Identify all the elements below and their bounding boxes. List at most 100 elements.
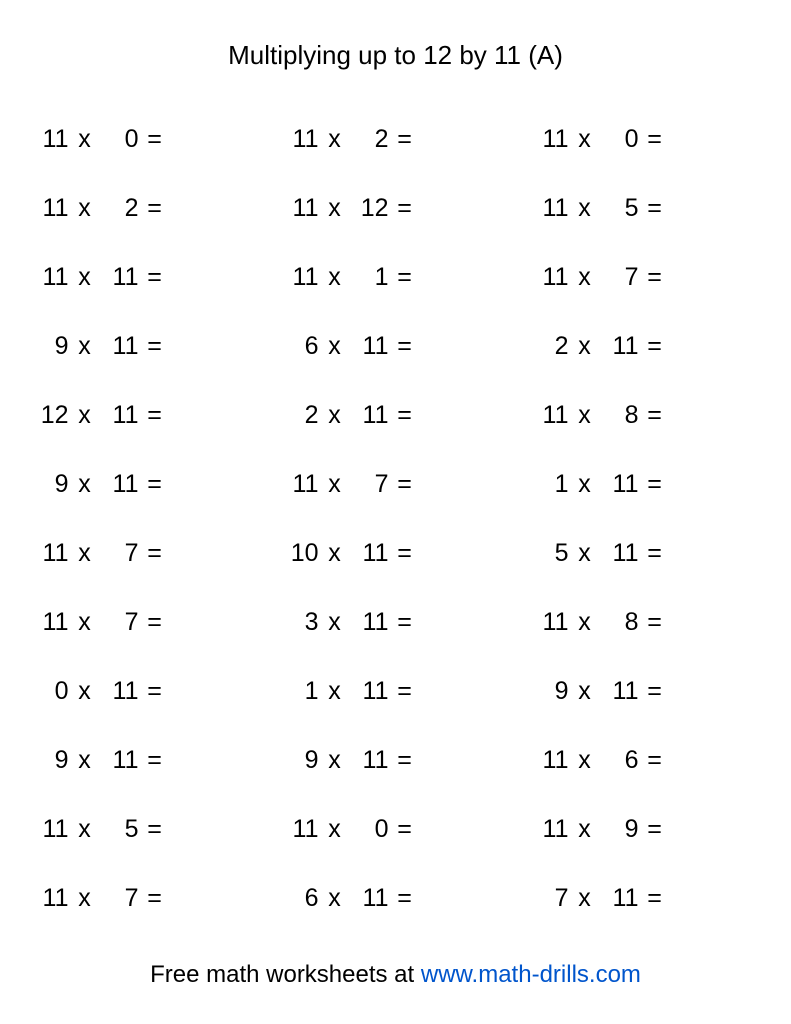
operand-a: 3 xyxy=(281,608,319,637)
problem-cell: 11x7= xyxy=(31,588,261,657)
problem-cell: 9x11= xyxy=(281,726,511,795)
operator: x xyxy=(69,263,101,292)
equals-sign: = xyxy=(139,194,171,223)
operator: x xyxy=(69,194,101,223)
problem-cell: 0x11= xyxy=(31,657,261,726)
operator: x xyxy=(319,677,351,706)
footer-text: Free math worksheets at xyxy=(150,961,421,988)
problem-cell: 9x11= xyxy=(531,657,761,726)
problem-cell: 9x11= xyxy=(31,312,261,381)
problem-cell: 12x11= xyxy=(31,381,261,450)
footer-link[interactable]: www.math-drills.com xyxy=(421,961,641,988)
operand-a: 2 xyxy=(531,332,569,361)
operand-a: 11 xyxy=(531,194,569,223)
operand-a: 11 xyxy=(281,815,319,844)
operator: x xyxy=(319,884,351,913)
operator: x xyxy=(319,194,351,223)
operand-b: 8 xyxy=(601,608,639,637)
operator: x xyxy=(69,677,101,706)
operand-a: 0 xyxy=(31,677,69,706)
operand-a: 11 xyxy=(281,194,319,223)
operator: x xyxy=(69,608,101,637)
problem-cell: 11x0= xyxy=(31,105,261,174)
operand-b: 7 xyxy=(101,539,139,568)
operand-b: 11 xyxy=(351,677,389,706)
operator: x xyxy=(569,539,601,568)
operand-b: 11 xyxy=(101,677,139,706)
operator: x xyxy=(569,263,601,292)
operator: x xyxy=(569,194,601,223)
operand-b: 11 xyxy=(601,677,639,706)
operand-b: 2 xyxy=(351,125,389,154)
equals-sign: = xyxy=(639,884,671,913)
operand-b: 0 xyxy=(601,125,639,154)
operand-a: 5 xyxy=(531,539,569,568)
operator: x xyxy=(569,401,601,430)
equals-sign: = xyxy=(139,125,171,154)
problem-cell: 7x11= xyxy=(531,864,761,933)
operand-a: 9 xyxy=(31,470,69,499)
problem-cell: 11x8= xyxy=(531,381,761,450)
equals-sign: = xyxy=(139,539,171,568)
operand-a: 6 xyxy=(281,884,319,913)
operand-b: 11 xyxy=(101,746,139,775)
footer: Free math worksheets at www.math-drills.… xyxy=(150,961,641,989)
equals-sign: = xyxy=(389,125,421,154)
operand-a: 11 xyxy=(531,401,569,430)
worksheet-title: Multiplying up to 12 by 11 (A) xyxy=(228,40,563,71)
operand-a: 9 xyxy=(31,746,69,775)
problem-cell: 6x11= xyxy=(281,312,511,381)
problem-cell: 10x11= xyxy=(281,519,511,588)
operator: x xyxy=(569,884,601,913)
problem-cell: 5x11= xyxy=(531,519,761,588)
equals-sign: = xyxy=(389,470,421,499)
operand-b: 7 xyxy=(101,608,139,637)
problem-cell: 11x7= xyxy=(281,450,511,519)
problem-cell: 11x2= xyxy=(31,174,261,243)
operator: x xyxy=(319,263,351,292)
operand-a: 11 xyxy=(531,263,569,292)
problem-cell: 1x11= xyxy=(531,450,761,519)
problem-cell: 11x7= xyxy=(531,243,761,312)
operand-b: 11 xyxy=(101,263,139,292)
operand-a: 9 xyxy=(281,746,319,775)
operand-a: 2 xyxy=(281,401,319,430)
operand-a: 11 xyxy=(531,815,569,844)
operand-b: 8 xyxy=(601,401,639,430)
operator: x xyxy=(319,815,351,844)
equals-sign: = xyxy=(389,608,421,637)
operand-b: 11 xyxy=(351,539,389,568)
operator: x xyxy=(569,125,601,154)
equals-sign: = xyxy=(139,263,171,292)
operator: x xyxy=(319,608,351,637)
problem-cell: 9x11= xyxy=(31,450,261,519)
problem-cell: 11x1= xyxy=(281,243,511,312)
operand-b: 11 xyxy=(601,470,639,499)
problem-cell: 6x11= xyxy=(281,864,511,933)
operand-a: 9 xyxy=(31,332,69,361)
equals-sign: = xyxy=(139,815,171,844)
operand-b: 7 xyxy=(101,884,139,913)
operand-b: 11 xyxy=(351,401,389,430)
problem-grid: 11x0=11x2=11x0=11x2=11x12=11x5=11x11=11x… xyxy=(31,105,761,933)
problem-cell: 11x8= xyxy=(531,588,761,657)
operand-b: 11 xyxy=(351,332,389,361)
operand-a: 11 xyxy=(531,746,569,775)
operator: x xyxy=(319,125,351,154)
operand-a: 11 xyxy=(281,125,319,154)
operand-b: 11 xyxy=(101,332,139,361)
operator: x xyxy=(569,332,601,361)
operator: x xyxy=(69,815,101,844)
problem-cell: 3x11= xyxy=(281,588,511,657)
equals-sign: = xyxy=(639,263,671,292)
equals-sign: = xyxy=(389,677,421,706)
equals-sign: = xyxy=(639,332,671,361)
operator: x xyxy=(569,608,601,637)
operator: x xyxy=(69,470,101,499)
equals-sign: = xyxy=(139,401,171,430)
operand-a: 11 xyxy=(31,608,69,637)
problem-cell: 1x11= xyxy=(281,657,511,726)
equals-sign: = xyxy=(639,401,671,430)
operand-a: 1 xyxy=(531,470,569,499)
equals-sign: = xyxy=(139,608,171,637)
